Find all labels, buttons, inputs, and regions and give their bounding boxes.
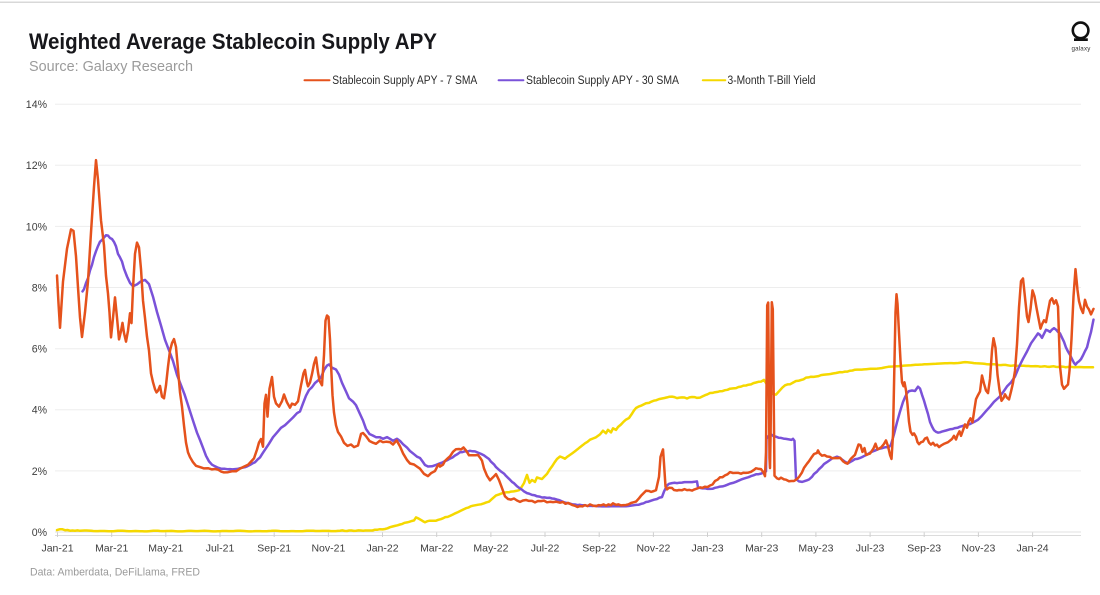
svg-text:Jan-23: Jan-23 bbox=[691, 542, 723, 554]
svg-text:galaxy: galaxy bbox=[1071, 46, 1091, 53]
svg-text:Sep-21: Sep-21 bbox=[257, 542, 291, 554]
svg-text:Jan-21: Jan-21 bbox=[41, 542, 73, 554]
svg-text:Mar-23: Mar-23 bbox=[745, 542, 778, 554]
svg-text:Mar-22: Mar-22 bbox=[420, 542, 453, 554]
svg-text:8%: 8% bbox=[32, 282, 48, 294]
svg-text:0%: 0% bbox=[32, 527, 48, 539]
svg-text:Jan-22: Jan-22 bbox=[366, 542, 398, 554]
svg-text:Sep-23: Sep-23 bbox=[907, 542, 941, 554]
svg-text:2%: 2% bbox=[32, 466, 48, 478]
svg-text:Nov-23: Nov-23 bbox=[961, 542, 995, 554]
svg-text:Data: Amberdata, DeFiLlama, FR: Data: Amberdata, DeFiLlama, FRED bbox=[30, 567, 200, 579]
svg-text:Nov-21: Nov-21 bbox=[311, 542, 345, 554]
svg-text:Weighted Average Stablecoin Su: Weighted Average Stablecoin Supply APY bbox=[29, 29, 437, 54]
svg-text:Stablecoin Supply APY - 7 SMA: Stablecoin Supply APY - 7 SMA bbox=[332, 73, 478, 87]
svg-text:May-23: May-23 bbox=[798, 542, 833, 554]
svg-text:4%: 4% bbox=[32, 405, 48, 417]
svg-text:Nov-22: Nov-22 bbox=[636, 542, 670, 554]
svg-text:May-22: May-22 bbox=[473, 542, 508, 554]
svg-text:3-Month T-Bill Yield: 3-Month T-Bill Yield bbox=[728, 73, 816, 87]
svg-text:Jan-24: Jan-24 bbox=[1017, 542, 1049, 554]
svg-text:Jul-22: Jul-22 bbox=[531, 542, 560, 554]
svg-text:Source: Galaxy Research: Source: Galaxy Research bbox=[29, 58, 193, 75]
svg-text:Stablecoin Supply APY - 30 SMA: Stablecoin Supply APY - 30 SMA bbox=[526, 73, 680, 87]
svg-text:Jul-21: Jul-21 bbox=[206, 542, 235, 554]
svg-text:Mar-21: Mar-21 bbox=[95, 542, 128, 554]
svg-text:10%: 10% bbox=[26, 221, 48, 233]
svg-text:12%: 12% bbox=[26, 160, 48, 172]
svg-text:6%: 6% bbox=[32, 344, 48, 356]
svg-text:May-21: May-21 bbox=[148, 542, 183, 554]
svg-text:14%: 14% bbox=[26, 99, 48, 111]
svg-text:Jul-23: Jul-23 bbox=[856, 542, 885, 554]
svg-text:Sep-22: Sep-22 bbox=[582, 542, 616, 554]
